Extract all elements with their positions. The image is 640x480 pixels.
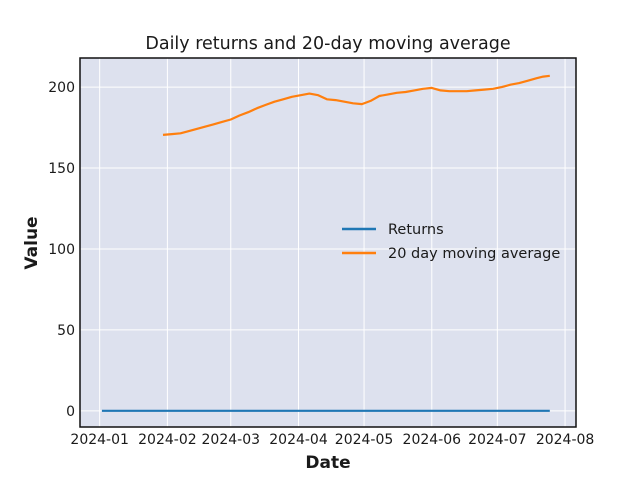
y-axis-ticks: 0 50 100 150 200 — [48, 80, 75, 420]
series-line-2 — [162, 74, 550, 136]
y-tick-label: 150 — [48, 161, 75, 177]
y-tick-label: 50 — [57, 323, 75, 339]
x-tick-label: 2024-01 — [70, 432, 129, 448]
x-tick-label: 2024-03 — [202, 432, 261, 448]
x-axis-ticks: 2024-01 2024-02 2024-03 2024-04 2024-05 2024-… — [70, 432, 594, 448]
x-tick-label: 2024-06 — [403, 432, 462, 448]
x-tick-label: 2024-08 — [536, 432, 595, 448]
x-tick-label: 2024-04 — [269, 432, 328, 448]
y-axis-label: Value — [22, 216, 42, 269]
series-lines — [101, 74, 550, 412]
legend-label-1: Returns — [388, 222, 444, 238]
legend-label-2: 20 day moving average — [388, 246, 560, 262]
legend: Returns 20 day moving average — [342, 222, 560, 262]
y-tick-label: 200 — [48, 80, 75, 96]
x-tick-label: 2024-05 — [335, 432, 394, 448]
x-tick-label: 2024-02 — [138, 432, 197, 448]
chart-title: Daily returns and 20-day moving average — [145, 34, 510, 54]
x-tick-label: 2024-07 — [468, 432, 527, 448]
plot-border — [79, 57, 577, 428]
y-tick-label: 100 — [48, 242, 75, 258]
y-tick-label: 0 — [66, 404, 75, 420]
x-axis-label: Date — [305, 453, 350, 473]
plot-area — [80, 58, 576, 427]
